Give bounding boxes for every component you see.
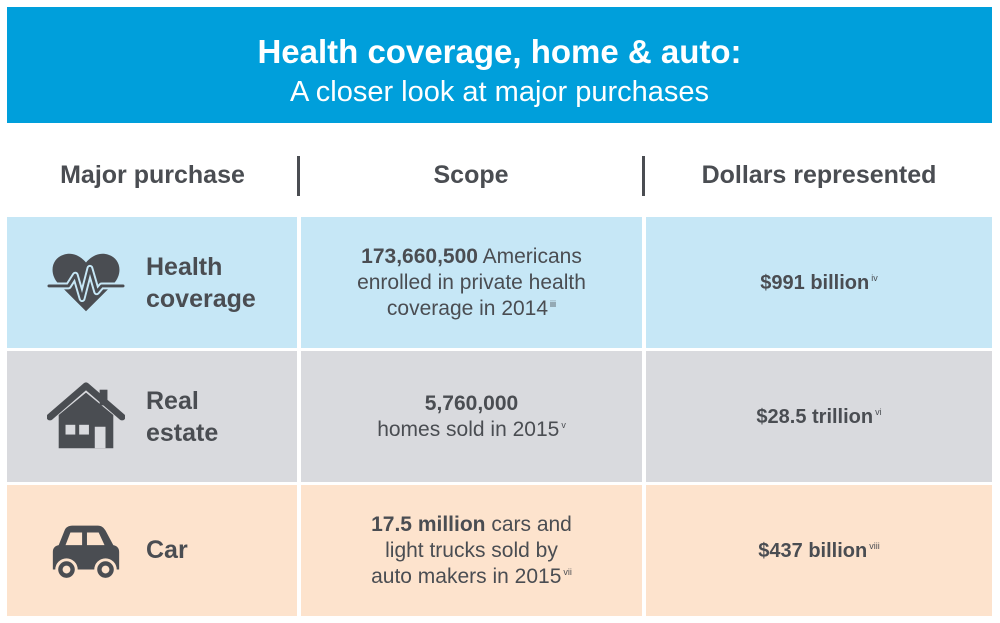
footnote-marker: iii: [550, 298, 557, 309]
row-car-category: Car: [7, 485, 297, 616]
footnote-marker: vii: [563, 566, 572, 577]
title-banner: Health coverage, home & auto: A closer l…: [7, 7, 992, 123]
row-car-dollars: $437 billion viii: [646, 485, 992, 616]
row-real-estate-scope: 5,760,000 homes sold in 2015 v: [301, 351, 642, 482]
footnote-marker: iv: [871, 272, 878, 283]
header-divider: [642, 156, 645, 196]
car-icon: [52, 525, 120, 581]
header-major-purchase: Major purchase: [60, 161, 245, 189]
footnote-marker: v: [561, 419, 566, 430]
row-real-estate-dollars: $28.5 trillion vi: [646, 351, 992, 482]
dollars-value: $28.5 trillion: [756, 405, 874, 428]
row-real-estate-category: Real estate: [7, 351, 297, 482]
category-label-car: Car: [146, 536, 188, 564]
header-divider: [297, 156, 300, 196]
header-scope: Scope: [433, 161, 509, 189]
row-health-category: Health coverage: [7, 217, 297, 348]
row-car-scope: 17.5 million cars and light trucks sold …: [301, 485, 642, 616]
heart-pulse-icon: [47, 253, 125, 312]
banner-subtitle: A closer look at major purchases: [289, 76, 710, 108]
row-health-dollars: $991 billion iv: [646, 217, 992, 348]
banner-title: Health coverage, home & auto:: [257, 33, 742, 70]
house-icon: [47, 382, 125, 449]
header-dollars-represented: Dollars represented: [701, 161, 937, 189]
footnote-marker: vi: [875, 406, 882, 417]
dollars-value: $437 billion: [758, 539, 868, 562]
category-label-health: Health coverage: [146, 253, 256, 313]
category-label-real-estate: Real estate: [146, 387, 219, 447]
dollars-value: $991 billion: [760, 271, 870, 294]
row-health-scope: 173,660,500 Americans enrolled in privat…: [301, 217, 642, 348]
footnote-marker: viii: [869, 540, 880, 551]
